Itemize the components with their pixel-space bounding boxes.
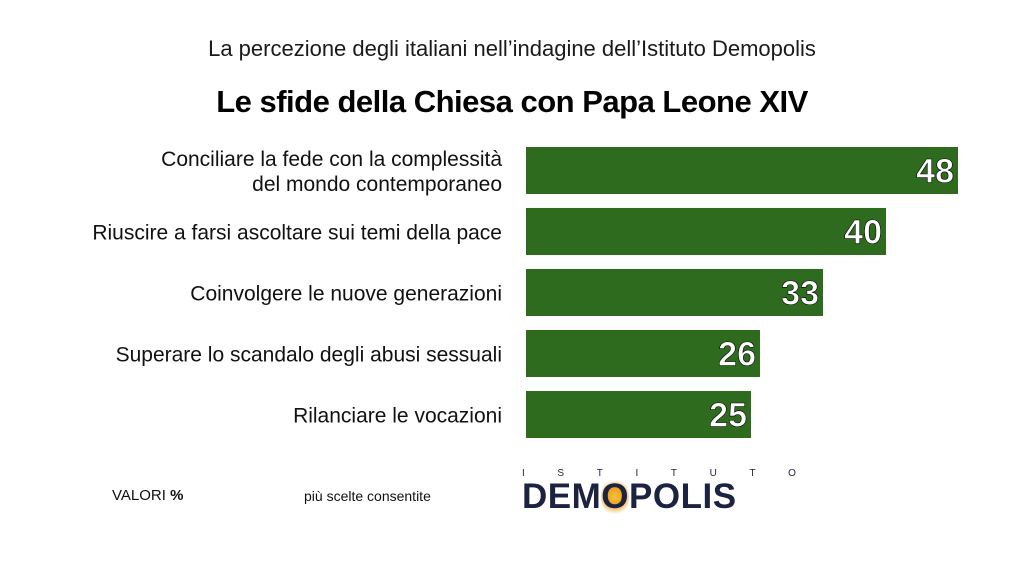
bar-value-label: 33 bbox=[781, 275, 819, 313]
category-label: del mondo contemporaneo bbox=[252, 173, 502, 196]
bar-value-label: 48 bbox=[916, 153, 954, 191]
bar bbox=[526, 208, 886, 255]
logo-letter: T bbox=[749, 468, 756, 479]
logo-text-pre: DEM bbox=[522, 477, 602, 516]
values-unit: % bbox=[170, 487, 184, 504]
logo-sun-o: O bbox=[601, 477, 630, 517]
category-label: Superare lo scandalo degli abusi sessual… bbox=[116, 344, 502, 367]
logo-demopolis-text: DEMOPOLIS bbox=[522, 477, 737, 517]
logo-letter: O bbox=[788, 468, 796, 479]
bar-value-label: 26 bbox=[718, 336, 756, 374]
bar bbox=[526, 147, 958, 194]
bar-chart: 48 Conciliare la fede con la complessitàd… bbox=[92, 147, 958, 438]
category-label: Rilanciare le vocazioni bbox=[293, 405, 502, 428]
bar bbox=[526, 391, 751, 438]
chart-title: Le sfide della Chiesa con Papa Leone XIV bbox=[216, 84, 808, 119]
logo-text-post: POLIS bbox=[629, 477, 737, 516]
chart-subtitle: La percezione degli italiani nell’indagi… bbox=[208, 36, 816, 61]
category-label: Conciliare la fede con la complessità bbox=[161, 148, 502, 171]
multiple-choice-note: più scelte consentite bbox=[304, 488, 431, 504]
bar-value-label: 25 bbox=[709, 397, 747, 435]
logo-letter: I bbox=[635, 468, 639, 479]
logo-letter: I bbox=[522, 468, 525, 479]
bar bbox=[526, 330, 760, 377]
values-label: VALORI bbox=[112, 487, 166, 504]
logo-letter: T bbox=[670, 468, 677, 479]
category-label: Riuscire a farsi ascoltare sui temi dell… bbox=[92, 222, 502, 245]
bar-value-label: 40 bbox=[844, 214, 882, 252]
values-note: VALORI % bbox=[112, 487, 183, 504]
bar bbox=[526, 269, 823, 316]
logo-letter: S bbox=[557, 468, 565, 479]
logo-letter: U bbox=[709, 468, 717, 479]
logo-letter: T bbox=[596, 468, 603, 479]
category-label: Coinvolgere le nuove generazioni bbox=[190, 283, 502, 306]
